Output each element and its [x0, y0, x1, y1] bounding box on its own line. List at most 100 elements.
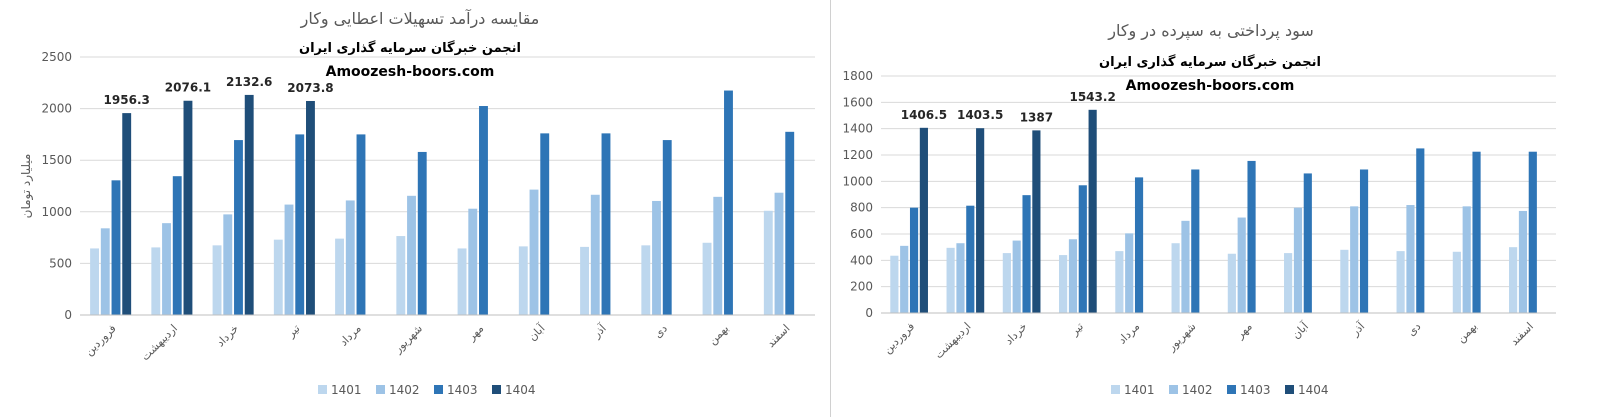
bar-1403 — [356, 134, 366, 315]
bar-1403 — [540, 133, 550, 315]
bar-1403 — [234, 140, 243, 315]
bar-1402 — [100, 228, 110, 315]
data-label: 1956.3 — [104, 93, 150, 107]
y-tick-label: 1800 — [842, 69, 873, 83]
x-tick-label: آبان — [525, 321, 548, 344]
data-label: 1387 — [1020, 110, 1053, 124]
y-tick-label: 600 — [850, 227, 873, 241]
bar-1404 — [976, 128, 985, 313]
bar-1404 — [122, 113, 132, 316]
legend-label-1401: 1401 — [1124, 383, 1155, 397]
x-tick-label: دی — [651, 322, 670, 341]
legend-swatch-1404 — [492, 385, 501, 394]
y-tick-label: 800 — [850, 201, 873, 215]
bar-1404 — [183, 100, 193, 315]
bar-1402 — [1125, 233, 1134, 313]
bar-1402 — [652, 200, 661, 315]
bar-1401 — [1171, 243, 1180, 313]
bar-1401 — [890, 255, 899, 313]
bar-1402 — [1406, 205, 1415, 313]
chart-watermark: Amoozesh-boors.com — [326, 64, 495, 80]
bar-1403 — [1191, 169, 1200, 313]
chart-title: سود پرداختی به سپرده در وکار — [1107, 21, 1314, 41]
legend-label-1404: 1404 — [1298, 383, 1329, 397]
bar-1403 — [909, 207, 919, 313]
bar-1401 — [1284, 253, 1293, 313]
x-tick-label: اسفند — [764, 322, 792, 350]
bar-1403 — [601, 133, 611, 315]
bar-1401 — [518, 246, 528, 315]
bar-1404 — [244, 94, 254, 315]
bar-1402 — [900, 245, 909, 313]
bar-1403 — [1078, 185, 1087, 313]
y-tick-label: 1500 — [41, 153, 72, 167]
x-tick-label: تیر — [1067, 320, 1086, 339]
x-tick-label: اردیبهشت — [139, 322, 180, 363]
y-tick-label: 2000 — [41, 102, 72, 116]
bar-1404 — [306, 100, 315, 315]
bar-1403 — [479, 106, 488, 316]
bar-1402 — [162, 223, 171, 315]
y-tick-label: 1600 — [842, 95, 873, 109]
bar-1402 — [1068, 239, 1078, 313]
bar-1403 — [417, 151, 427, 315]
x-tick-label: مرداد — [1115, 320, 1142, 347]
data-label: 1543.2 — [1069, 90, 1115, 104]
legend-swatch-1402 — [1169, 385, 1178, 394]
y-tick-label: 1200 — [842, 148, 873, 162]
x-tick-label: اسفند — [1508, 320, 1536, 348]
bar-1402 — [956, 243, 965, 313]
bar-1401 — [1115, 251, 1124, 313]
bar-1401 — [212, 245, 222, 315]
bar-1401 — [946, 247, 955, 313]
bar-1401 — [1059, 255, 1068, 313]
x-tick-label: مرداد — [337, 322, 364, 349]
bar-1401 — [273, 239, 283, 315]
bar-1402 — [1181, 220, 1190, 313]
bar-1401 — [396, 236, 406, 315]
bar-1403 — [111, 180, 121, 315]
x-tick-label: شهریور — [391, 322, 425, 356]
bar-1402 — [1293, 207, 1303, 313]
bar-1404 — [1088, 109, 1097, 313]
data-label: 1406.5 — [901, 108, 947, 122]
bar-1402 — [529, 189, 539, 315]
y-tick-label: 400 — [850, 253, 873, 267]
x-tick-label: آذر — [589, 321, 610, 342]
legend-label-1402: 1402 — [389, 383, 420, 397]
legend-label-1404: 1404 — [505, 383, 536, 397]
bar-1402 — [590, 194, 600, 315]
chart-subtitle: انجمن خبرگان سرمایه گذاری ایران — [1099, 54, 1321, 70]
x-tick-label: اردیبهشت — [932, 320, 973, 361]
bar-1402 — [468, 208, 478, 315]
x-tick-label: خرداد — [1002, 320, 1029, 347]
legend-swatch-1404 — [1285, 385, 1294, 394]
x-tick-label: فروردین — [82, 322, 118, 358]
bar-1402 — [774, 192, 784, 315]
y-tick-label: 1000 — [41, 205, 72, 219]
bar-1402 — [1237, 217, 1246, 313]
bar-1403 — [1134, 177, 1144, 313]
x-tick-label: مهر — [464, 322, 486, 344]
bar-1401 — [151, 247, 161, 315]
bar-1403 — [966, 205, 975, 313]
chart-subtitle: انجمن خبرگان سرمایه گذاری ایران — [299, 40, 521, 56]
x-tick-label: آذر — [1347, 319, 1368, 340]
chart-watermark: Amoozesh-boors.com — [1126, 78, 1295, 94]
bar-1402 — [1012, 240, 1021, 313]
bar-1401 — [641, 245, 651, 315]
legend-swatch-1403 — [1227, 385, 1236, 394]
bar-1403 — [662, 140, 672, 315]
legend-label-1403: 1403 — [1240, 383, 1271, 397]
bar-1401 — [702, 242, 712, 315]
bar-1401 — [457, 248, 467, 315]
bar-1401 — [763, 210, 773, 315]
chart-title: مقایسه درآمد تسهیلات اعطایی وکار — [300, 9, 540, 29]
bar-1403 — [1303, 173, 1312, 313]
bar-1403 — [1472, 151, 1481, 313]
data-label: 2076.1 — [165, 81, 211, 95]
bar-1403 — [1416, 148, 1425, 313]
bar-1401 — [1340, 249, 1349, 313]
bar-1402 — [713, 196, 723, 315]
